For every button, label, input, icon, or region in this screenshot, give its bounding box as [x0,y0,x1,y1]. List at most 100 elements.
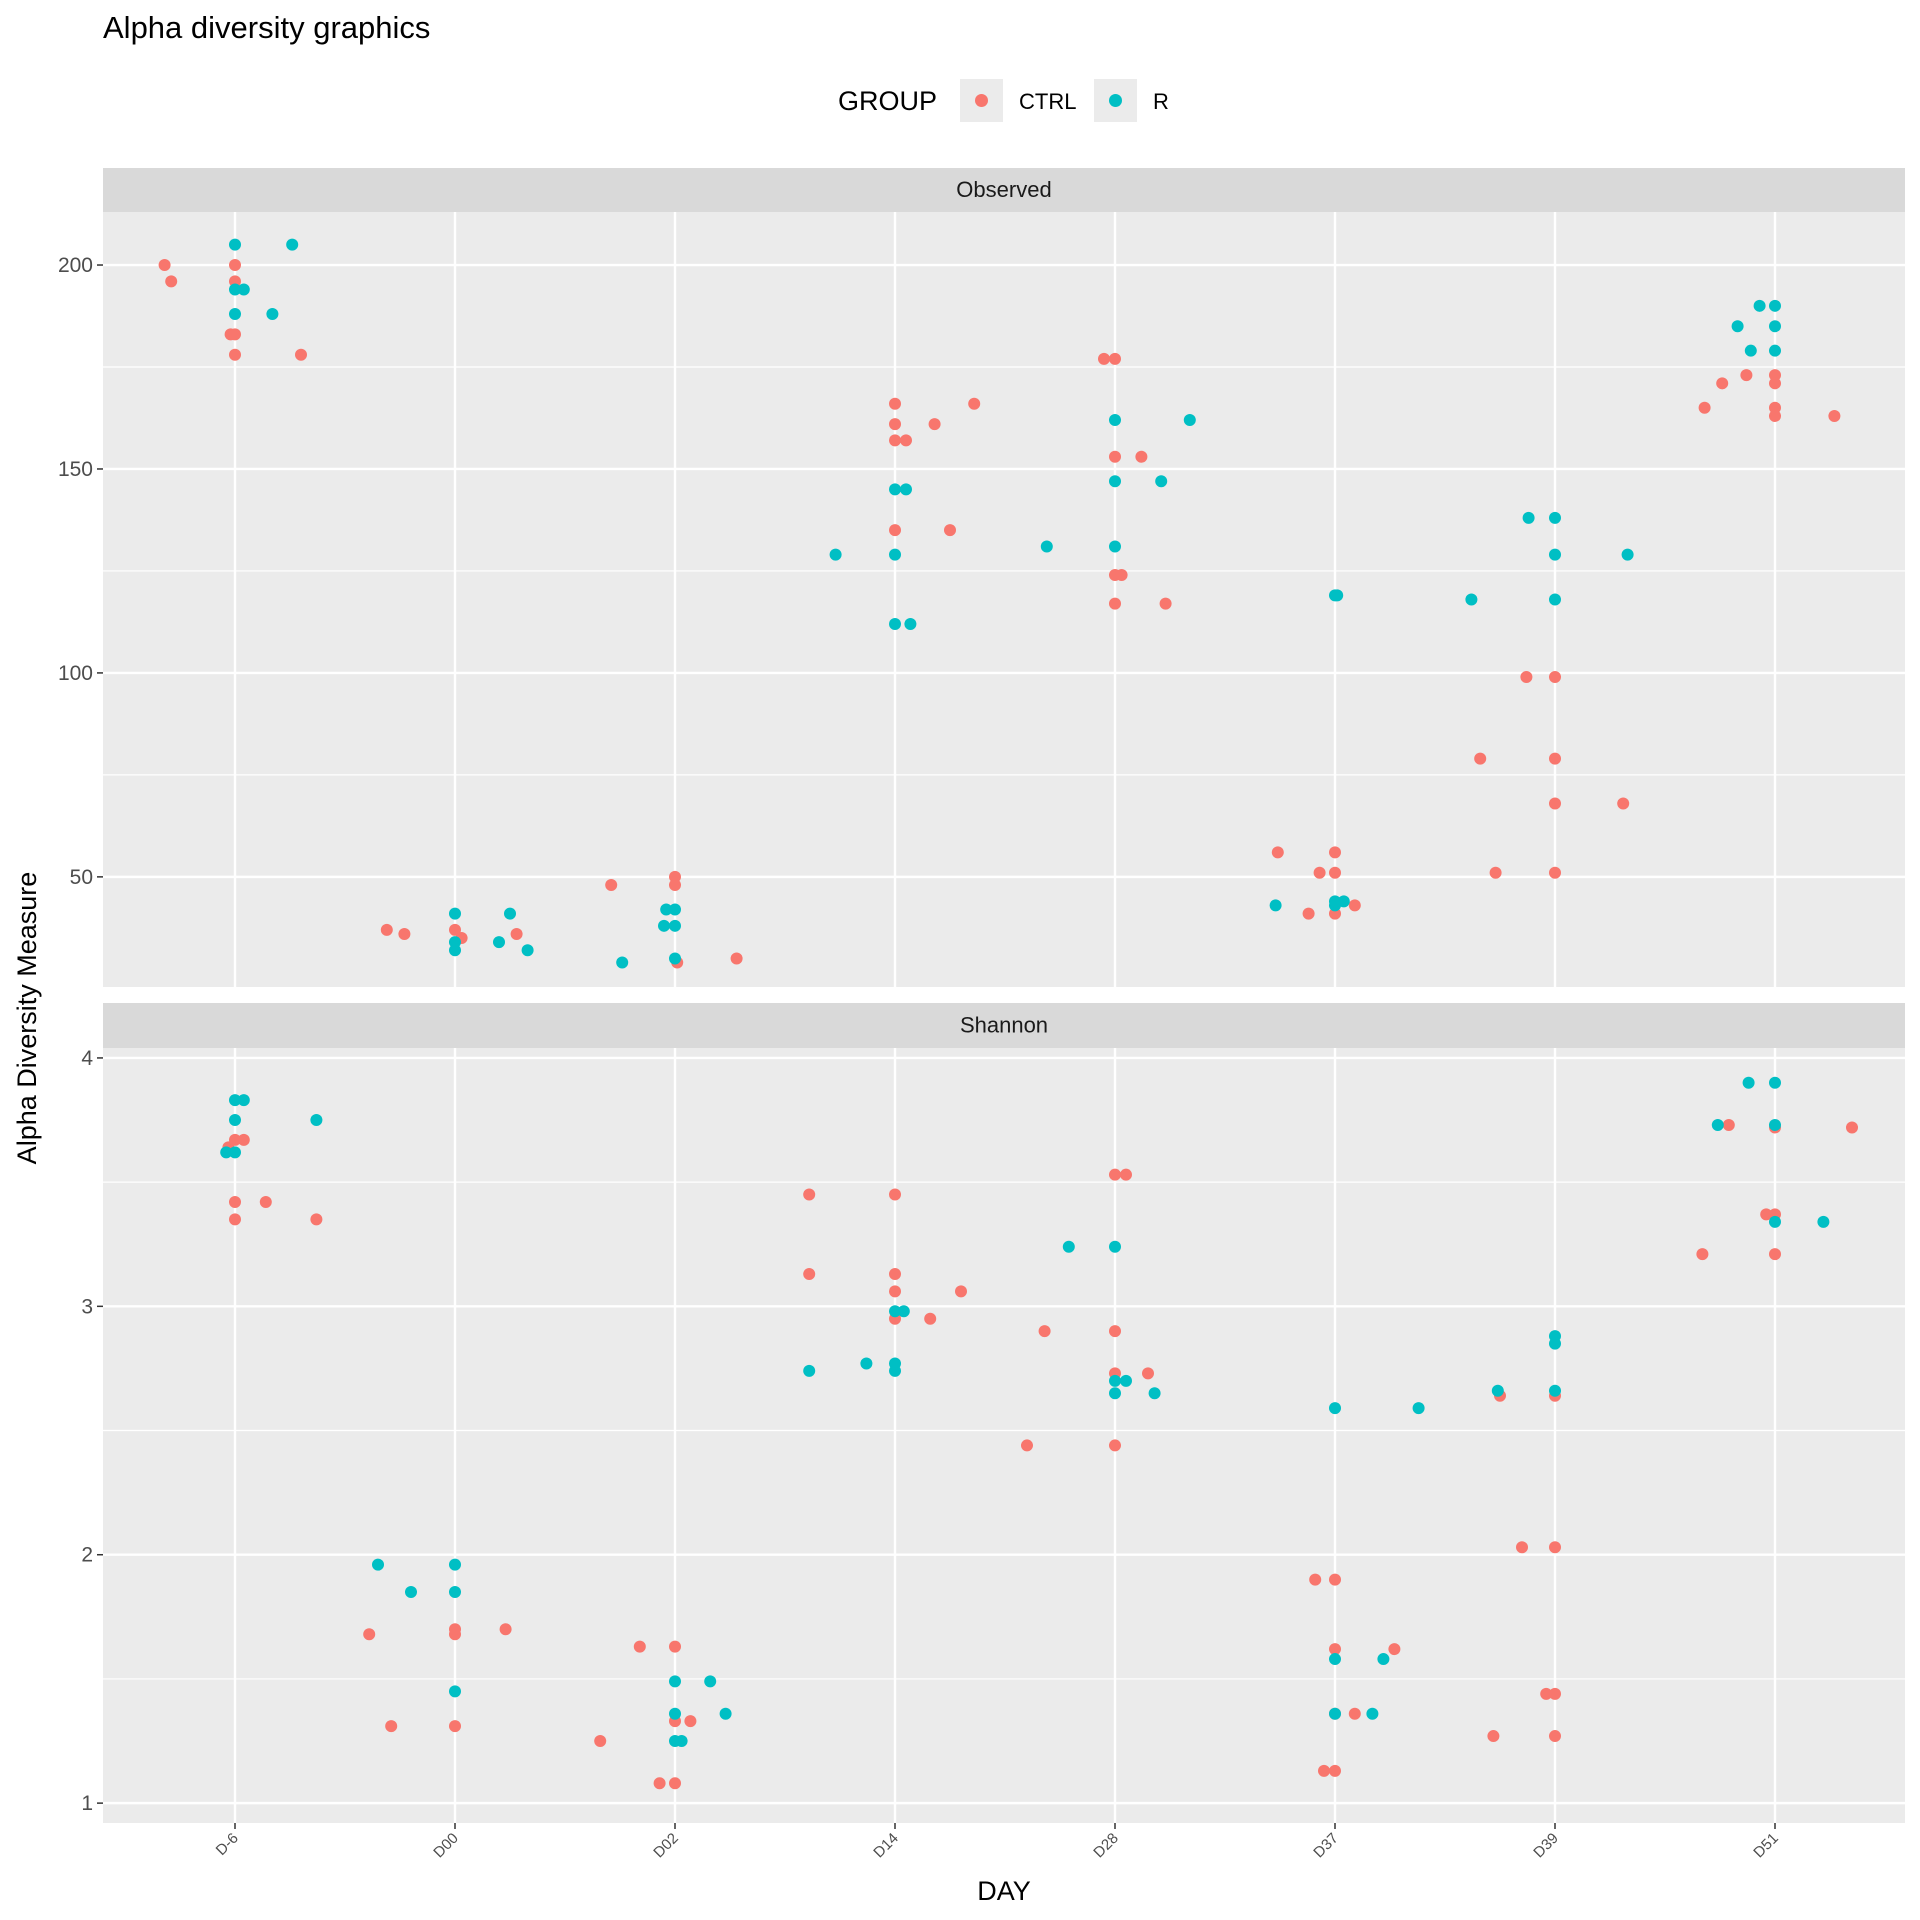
panel-observed: Observed 50 100 150 200 [58,168,1905,987]
facet-strip [103,1003,1905,1048]
series-r [220,1076,1830,1748]
data-point-r [1331,589,1344,602]
data-point-ctrl [229,1196,241,1209]
data-point-ctrl [1828,409,1841,422]
data-point-r [669,919,681,932]
data-point-ctrl [889,1285,901,1298]
data-point-ctrl [229,1133,241,1146]
legend-key-point [1109,94,1122,107]
y-tick-label: 3 [81,1295,93,1318]
data-point-r [889,617,901,630]
data-point-ctrl [1487,1730,1500,1743]
data-point-ctrl [237,1133,250,1146]
data-point-r [1329,1402,1341,1415]
data-point-r [1549,593,1561,606]
data-point-ctrl [1329,1764,1341,1777]
data-point-ctrl [259,1196,272,1209]
data-point-r [704,1675,717,1688]
data-point-ctrl [1549,866,1561,879]
x-tick-label: D51 [1750,1830,1781,1861]
data-point-r [1549,548,1561,561]
data-point-ctrl [924,1312,937,1325]
data-point-r [900,483,912,496]
y-tick-label: 200 [58,254,93,277]
data-point-ctrl [1617,797,1630,810]
data-point-ctrl [1549,1541,1561,1554]
data-point-ctrl [1309,1573,1322,1586]
data-point-ctrl [1115,569,1128,582]
legend: GROUP CTRL R [838,79,1169,122]
data-point-r [405,1585,417,1598]
panel-shannon: Shannon 1 2 3 4 [81,1003,1905,1823]
y-tick-label: 150 [58,458,93,481]
data-point-ctrl [1329,866,1341,879]
data-point-ctrl [510,927,523,940]
legend-label: R [1153,89,1169,114]
data-point-r [897,1305,910,1318]
data-point-ctrl [398,927,411,940]
data-point-r [1412,1402,1425,1415]
x-tick-label: D00 [430,1830,461,1861]
x-axis: D-6 D00 D02 D14 D28 D37 D39 D51 [213,1823,1782,1861]
data-point-ctrl [1109,450,1121,463]
x-axis-title: DAY [977,1876,1031,1906]
data-point-r [229,238,241,251]
data-point-r [1465,593,1478,606]
data-point-ctrl [1769,377,1781,390]
data-point-ctrl [310,1213,323,1226]
data-point-ctrl [1313,866,1326,879]
y-tick-label: 50 [70,866,93,889]
data-point-r [889,548,901,561]
data-point-ctrl [1329,846,1341,859]
data-point-r [449,907,461,920]
data-point-r [1711,1119,1724,1132]
data-point-r [803,1364,816,1377]
data-point-ctrl [605,879,618,892]
data-point-ctrl [229,1213,241,1226]
data-point-ctrl [1516,1541,1528,1554]
data-point-r [1148,1387,1161,1400]
data-point-ctrl [889,524,901,537]
data-point-r [1491,1384,1504,1397]
data-point-r [449,944,461,957]
data-point-r [660,903,673,916]
data-point-r [1769,320,1781,333]
data-point-r [449,1585,461,1598]
data-point-ctrl [1142,1367,1154,1380]
legend-title: GROUP [838,86,937,116]
x-tick-label: D-6 [213,1830,242,1859]
legend-key-point [975,94,988,107]
data-point-ctrl [1329,1643,1341,1656]
data-point-r [1742,1076,1755,1089]
data-point-r [1366,1707,1379,1720]
data-point-r [372,1558,384,1571]
data-point-ctrl [1021,1439,1033,1452]
data-point-r [1329,895,1341,908]
data-point-r [1549,1337,1561,1350]
data-point-ctrl [1135,450,1148,463]
data-point-r [719,1707,732,1720]
data-point-r [1337,895,1350,908]
data-point-ctrl [803,1188,816,1201]
data-point-r [229,1094,241,1107]
data-point-ctrl [1098,352,1110,365]
y-tick-label: 2 [81,1544,93,1567]
data-point-r [1549,1384,1561,1397]
data-point-ctrl [295,348,307,361]
data-point-r [504,907,516,920]
series-r [229,238,1781,969]
data-point-r [1329,1653,1341,1666]
x-tick-label: D39 [1530,1830,1561,1861]
data-point-r [1183,414,1196,427]
data-point-r [1377,1653,1390,1666]
data-point-ctrl [1109,597,1121,610]
data-point-r [1817,1215,1830,1228]
data-point-ctrl [889,1188,901,1201]
data-point-r [1731,320,1744,333]
x-tick-label: D28 [1090,1830,1121,1861]
data-point-ctrl [928,418,941,431]
data-point-r [616,956,629,969]
data-point-r [1769,344,1781,357]
y-tick-label: 4 [81,1047,93,1070]
